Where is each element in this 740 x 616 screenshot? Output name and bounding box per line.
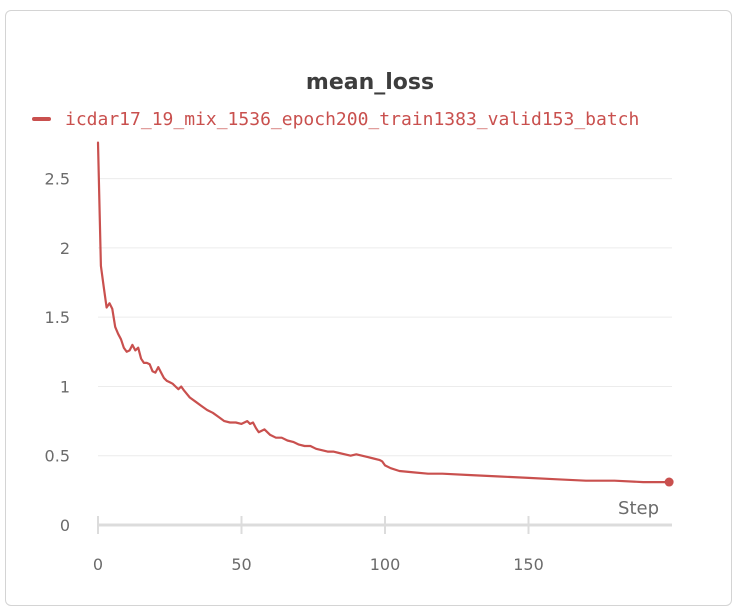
legend[interactable]: icdar17_19_mix_1536_epoch200_train1383_v…	[32, 108, 732, 132]
x-tick-label: 50	[231, 555, 251, 574]
y-tick-label: 0	[60, 516, 70, 535]
x-tick-label: 100	[370, 555, 401, 574]
y-tick-label: 2.5	[45, 170, 70, 189]
chart-panel	[5, 10, 732, 606]
series-line	[96, 141, 671, 484]
chart-title: mean_loss	[305, 70, 435, 95]
series-end-point	[664, 477, 674, 487]
y-tick-label: 2	[60, 239, 70, 258]
x-tick-label: 150	[513, 555, 544, 574]
y-tick-label: 0.5	[45, 447, 70, 466]
x-axis-label: Step	[618, 498, 659, 519]
x-tick-label: 0	[93, 555, 103, 574]
legend-swatch	[32, 117, 51, 121]
legend-label: icdar17_19_mix_1536_epoch200_train1383_v…	[65, 109, 640, 130]
y-tick-label: 1	[60, 377, 70, 396]
y-tick-label: 1.5	[45, 308, 70, 327]
